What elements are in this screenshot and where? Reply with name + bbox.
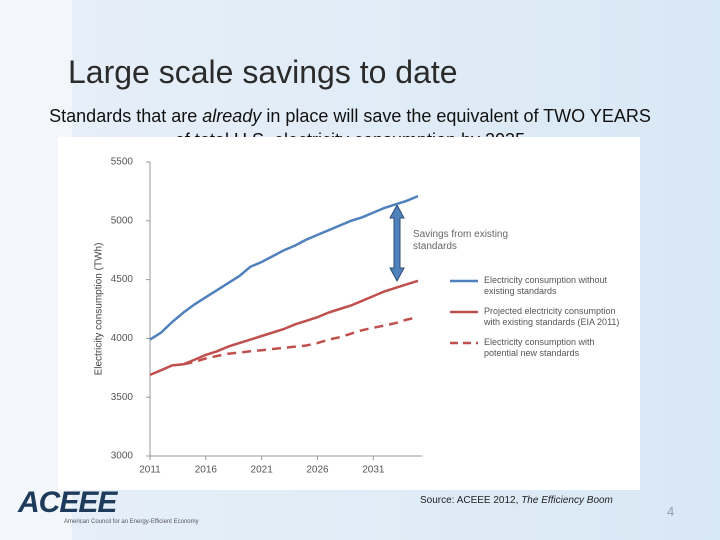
x-tick-label: 2031: [362, 465, 385, 476]
series-line: [149, 194, 419, 341]
savings-arrow: [389, 203, 405, 283]
x-tick-label: 2016: [195, 465, 218, 476]
source: Source: ACEEE 2012, The Efficiency Boom: [420, 495, 613, 506]
series-line: [149, 279, 419, 377]
x-tick-label: 2021: [251, 465, 274, 476]
source-title: The Efficiency Boom: [521, 495, 613, 506]
legend-label: Electricity consumption with potential n…: [484, 337, 595, 358]
logo-tagline: American Council for an Energy-Efficient…: [64, 519, 199, 525]
series-line: [183, 315, 419, 366]
subtitle-text: Standards that are: [49, 106, 203, 126]
y-axis-label: Electricity consumption (TWh): [94, 243, 105, 376]
y-tick-label: 3000: [111, 451, 134, 462]
legend-label: Projected electricity consumption with e…: [484, 306, 620, 327]
subtitle-emphasis: already: [202, 106, 262, 126]
y-tick-label: 4000: [111, 333, 134, 344]
annotation: Savings from existing standards: [413, 229, 509, 252]
source-text: Source: ACEEE 2012,: [420, 495, 519, 506]
y-tick-label: 5500: [111, 157, 134, 168]
y-tick-label: 3500: [111, 392, 134, 403]
logo: ACEEE: [18, 486, 117, 519]
chart-box: [58, 137, 640, 490]
x-tick-label: 2026: [306, 465, 329, 476]
legend-label: Electricity consumption without existing…: [484, 275, 608, 296]
y-tick-label: 4500: [111, 274, 134, 285]
y-tick-label: 5000: [111, 215, 134, 226]
x-tick-label: 2011: [139, 465, 161, 476]
page-number: 4: [667, 504, 675, 519]
slide-title: Large scale savings to date: [68, 54, 458, 90]
